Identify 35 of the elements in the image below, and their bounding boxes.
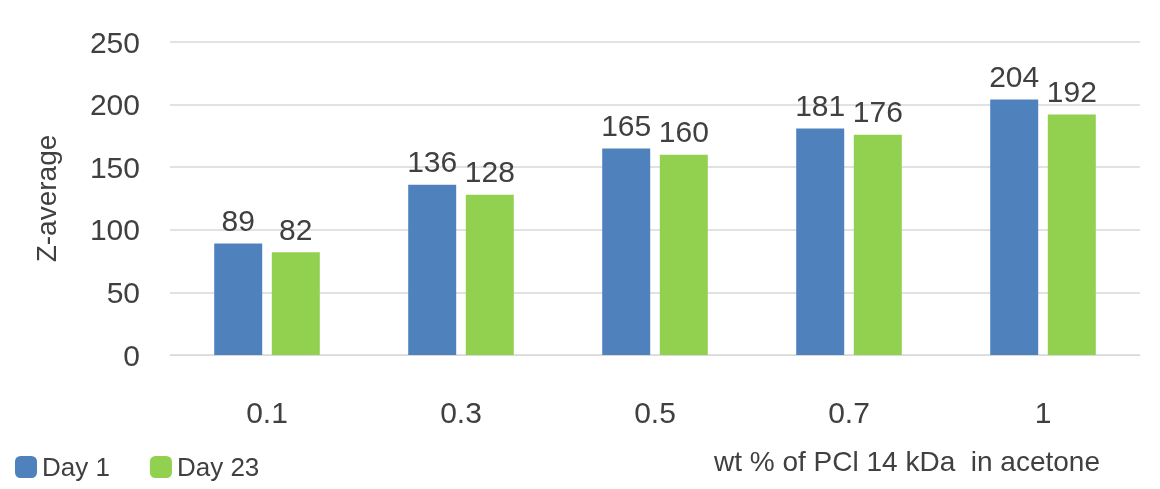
y-tick-label: 250 — [89, 25, 140, 59]
bar — [214, 243, 263, 355]
bar — [990, 99, 1039, 355]
data-label: 136 — [407, 145, 458, 179]
bar — [796, 128, 845, 355]
bar — [659, 154, 708, 355]
x-tick-label: 1 — [1034, 395, 1052, 429]
data-label: 82 — [279, 212, 313, 246]
x-tick-label: 0.5 — [634, 395, 676, 429]
bar — [408, 184, 457, 355]
y-tick-label: 0 — [123, 338, 140, 372]
data-label: 204 — [989, 60, 1040, 94]
y-tick-label: 200 — [89, 88, 140, 122]
data-label: 160 — [658, 115, 709, 149]
y-axis-title: Z-average — [30, 134, 62, 263]
x-tick-label: 0.7 — [828, 395, 870, 429]
bar — [853, 134, 902, 355]
y-tick-label: 150 — [89, 150, 140, 184]
bar — [1047, 114, 1096, 355]
bar — [465, 194, 514, 355]
data-label: 165 — [601, 108, 652, 142]
x-axis-title: wt % of PCl 14 kDa in acetone — [713, 445, 1101, 477]
data-label: 176 — [852, 95, 903, 129]
legend-label: Day 1 — [42, 452, 110, 482]
legend-label: Day 23 — [176, 452, 260, 482]
y-tick-label: 50 — [106, 275, 140, 309]
data-label: 192 — [1046, 75, 1097, 109]
y-tick-label: 100 — [89, 213, 140, 247]
bar — [271, 252, 320, 355]
x-tick-label: 0.1 — [246, 395, 288, 429]
data-label: 181 — [795, 88, 846, 122]
bar — [602, 148, 651, 355]
data-label: 89 — [221, 204, 255, 238]
x-tick-label: 0.3 — [440, 395, 482, 429]
data-label: 128 — [464, 155, 515, 189]
